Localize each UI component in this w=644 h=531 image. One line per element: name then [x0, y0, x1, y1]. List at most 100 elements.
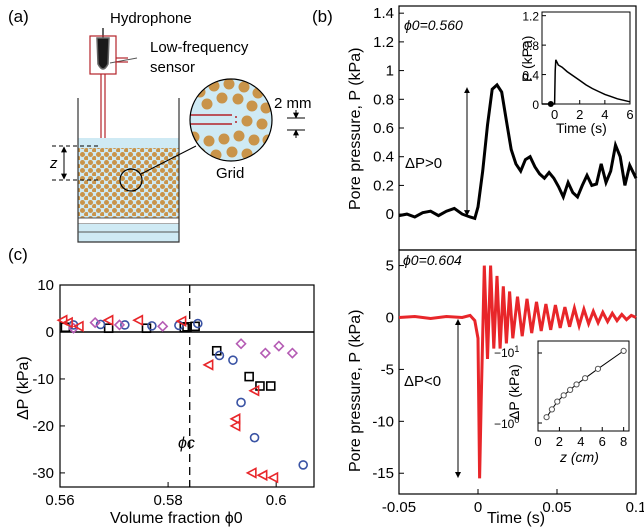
inset-y-tick-label: 0 — [532, 98, 539, 112]
y-tick-label: -10 — [372, 413, 394, 430]
x-tick-label: 0.05 — [542, 499, 571, 516]
x-tick-label: 0.1 — [626, 499, 644, 516]
circle-marker — [120, 320, 130, 330]
triangle-marker — [256, 469, 268, 482]
inset-y-axis-label: P (kPa) — [519, 36, 535, 82]
hydrophone-icon — [89, 28, 117, 75]
inset-x-tick-label: 2 — [576, 107, 583, 122]
y-axis-label: Pore pressure, P (kPa) — [347, 310, 364, 472]
diamond-marker — [113, 319, 126, 331]
x-tick-label: 0.58 — [153, 492, 182, 509]
circle-marker — [95, 319, 106, 330]
y-tick-label: 1 — [386, 63, 394, 80]
x-axis-label: Time (s) — [487, 510, 545, 527]
x-tick-label: 0.6 — [266, 492, 287, 509]
schematic-panel: (a) Hydrophone Low-frequency sensor — [8, 7, 312, 243]
scale-bar: 2 mm — [274, 95, 312, 138]
y-tick-label: -15 — [372, 465, 394, 482]
inset-data-point — [543, 414, 550, 421]
inset-data-point — [594, 365, 602, 372]
square-marker — [244, 371, 254, 382]
inset-x-tick-label: 4 — [601, 107, 608, 122]
series-line — [398, 265, 637, 479]
y-tick-label: -30 — [32, 465, 54, 482]
inset-decay-chart: 0 2 4 6 1.2 0.8 0.4 0 P (kPa) Time (s) — [519, 10, 634, 136]
circle-marker — [214, 350, 225, 361]
square-marker — [179, 322, 190, 333]
inset-data-point — [573, 381, 580, 388]
y-tick-label: -10 — [32, 371, 54, 388]
triangle-marker — [229, 413, 241, 425]
y-tick-label: 0.8 — [373, 91, 394, 108]
y-tick-label: 0.4 — [373, 149, 394, 166]
circle-marker — [147, 321, 157, 331]
inset-y-tick-label: 0.4 — [522, 69, 539, 83]
delta-p-annotation: ΔP>0 — [405, 155, 442, 172]
diamond-marker — [273, 340, 285, 352]
inset-x-tick-label: 2 — [556, 434, 563, 449]
y-axis-label: Pore pressure, P (kPa) — [347, 48, 364, 210]
inset-data-point — [560, 392, 567, 399]
diamond-marker — [89, 316, 101, 329]
y-tick-label: 5 — [386, 258, 394, 275]
inset-x-axis-label: Time (s) — [556, 120, 607, 136]
inset-x-tick-label: 0 — [534, 434, 541, 449]
container-icon — [77, 98, 180, 243]
square-marker — [141, 323, 152, 334]
inset-y-tick-label: 0.8 — [522, 39, 539, 53]
depth-indicator: z — [49, 145, 100, 181]
triangle-marker — [132, 314, 144, 327]
inset-data-point — [620, 347, 627, 354]
triangle-marker — [72, 320, 84, 333]
plot-frame — [398, 249, 637, 495]
inset-y-tick-label: 1.2 — [522, 10, 539, 24]
inset-ytick-bottom: −100 — [494, 415, 519, 431]
triangle-marker — [267, 471, 279, 484]
square-marker — [190, 321, 200, 332]
inset-x-tick-label: 6 — [599, 434, 606, 449]
panel-label-b: (b) — [312, 7, 333, 26]
delta-p-annotation: ΔP<0 — [404, 373, 441, 390]
inset-y-axis-label: ΔP (kPa) — [506, 364, 522, 420]
inset-x-axis-label: z (cm) — [559, 449, 599, 465]
diamond-marker — [157, 320, 169, 332]
triangle-marker — [61, 316, 73, 329]
circle-marker — [228, 355, 238, 365]
delta-p-scatter-chart: ΔP (kPa) Volume fraction ϕ0 10 0 -10 -20 -30… — [15, 277, 315, 527]
sensor-label-line1: Low-frequency — [150, 39, 249, 56]
triangle-marker — [229, 420, 241, 432]
circle-marker — [249, 432, 260, 443]
panel-label-a: (a) — [8, 7, 29, 26]
inset-data-point — [548, 406, 556, 413]
inset-x-tick-label: 0 — [551, 107, 558, 122]
pressure-trace-positive-chart: Pore pressure, P (kPa) 1.41.210.80.60.40… — [347, 5, 638, 251]
diamond-marker — [259, 347, 271, 359]
scale-label: 2 mm — [274, 95, 312, 112]
square-marker — [103, 323, 114, 334]
y-tick-label: 1.4 — [373, 5, 394, 22]
y-tick-label: 10 — [37, 277, 54, 294]
sensor-label-line2: sensor — [150, 59, 195, 76]
magnified-view — [189, 78, 273, 162]
inset-frame — [537, 340, 630, 432]
triangle-marker — [175, 315, 187, 328]
diamond-marker — [286, 347, 299, 359]
zoom-line — [140, 145, 197, 175]
inset-x-tick-label: 6 — [626, 107, 633, 122]
x-tick-label: -0.05 — [382, 499, 416, 516]
sensor-pointer-line — [109, 57, 138, 64]
y-tick-label: 0 — [386, 309, 394, 326]
phi-c-label: ϕc — [178, 435, 195, 452]
triangle-marker — [248, 384, 260, 397]
series-line — [398, 82, 638, 221]
y-tick-label: 0.6 — [373, 120, 394, 137]
plot-frame — [59, 284, 315, 488]
panel-label-c: (c) — [8, 245, 28, 264]
triangle-marker — [245, 467, 257, 479]
y-tick-label: -20 — [32, 418, 54, 435]
inset-data-point — [567, 386, 574, 393]
y-tick-label: -5 — [381, 361, 394, 378]
circle-marker — [193, 318, 203, 329]
